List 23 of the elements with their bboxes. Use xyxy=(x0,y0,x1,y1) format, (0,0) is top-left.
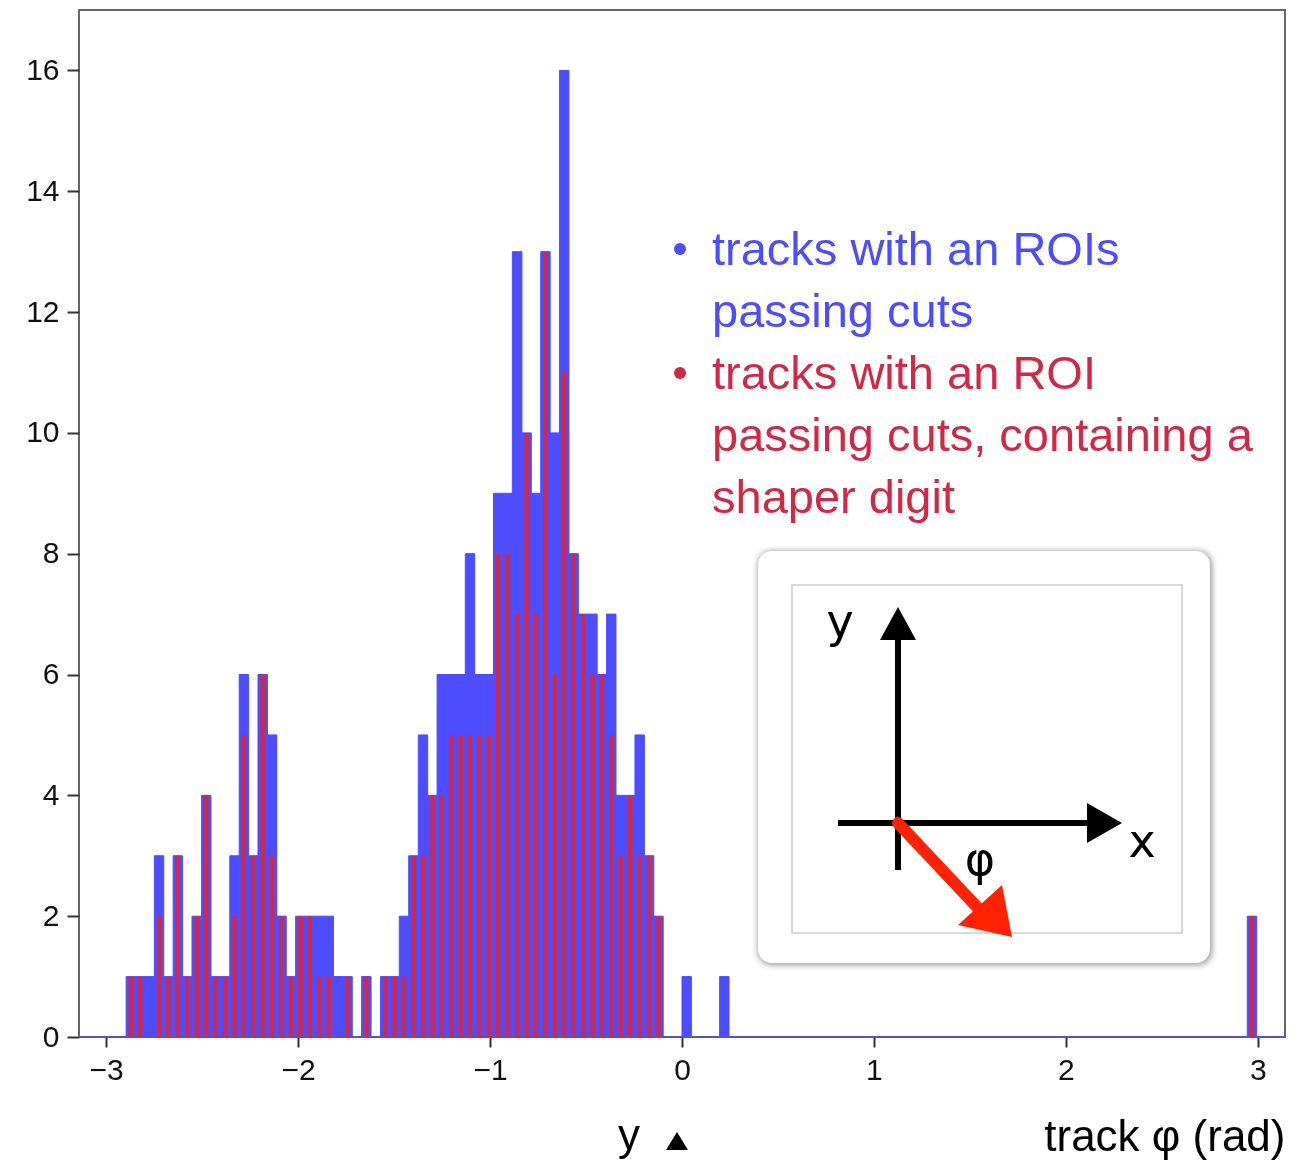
x-tick-label: 1 xyxy=(866,1052,883,1086)
x-axis-title: track φ (rad) xyxy=(1044,1110,1286,1160)
y-tick-label: 4 xyxy=(42,777,60,811)
y-tick-label: 0 xyxy=(42,1019,60,1053)
text: y xyxy=(618,1110,640,1159)
annotation: φ xyxy=(964,832,996,886)
x-tick-label: −1 xyxy=(473,1052,508,1086)
annotation: y xyxy=(826,594,854,648)
x-tick-label: 3 xyxy=(1249,1052,1267,1086)
legend-label: tracks with an ROI passing cuts, containing a shaper digit xyxy=(712,345,1254,525)
y-tick-label: 16 xyxy=(26,52,60,86)
y-tick-label: 6 xyxy=(42,657,60,691)
x-tick-label: 2 xyxy=(1058,1052,1075,1086)
x-tick-label: −2 xyxy=(281,1052,316,1086)
y-tick-label: 12 xyxy=(26,294,60,328)
y-tick-label: 14 xyxy=(26,173,60,207)
y-tick-label: 10 xyxy=(26,415,60,449)
x-tick-label: 0 xyxy=(674,1052,691,1086)
x-tick-label: −3 xyxy=(89,1052,124,1086)
y-tick-label: 8 xyxy=(42,536,60,570)
legend-label: tracks with an ROIs passing cuts xyxy=(712,221,1121,339)
y-tick-label: 2 xyxy=(42,898,60,932)
annotation: x xyxy=(1128,814,1156,868)
